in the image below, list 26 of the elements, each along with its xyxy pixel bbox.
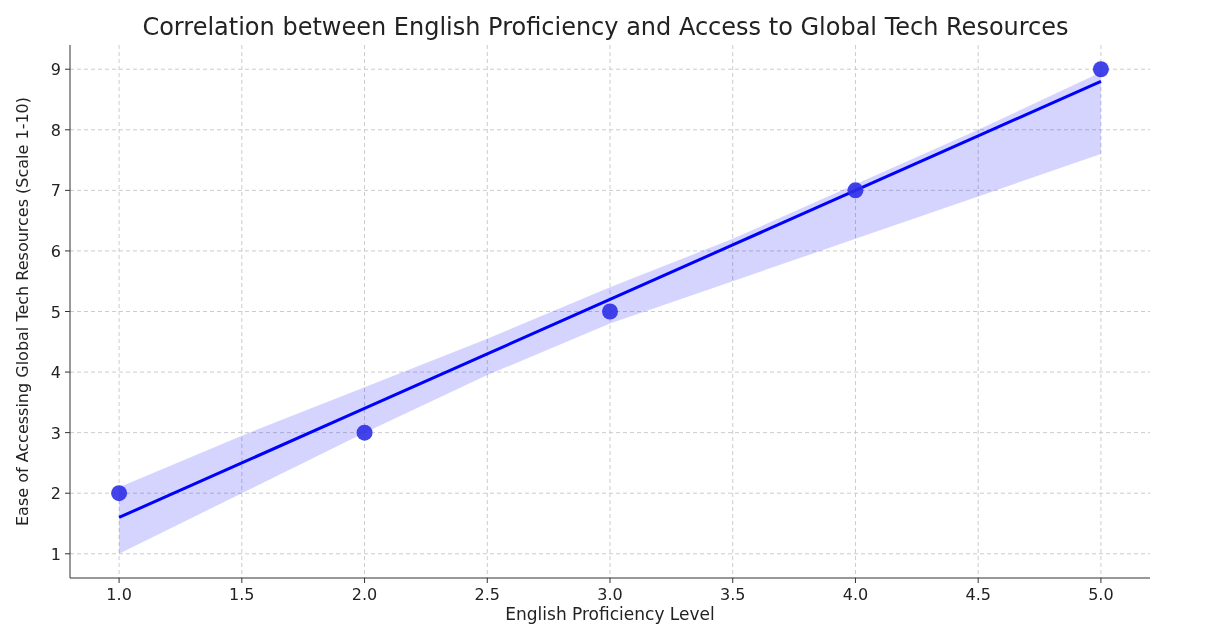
point [1092,61,1109,78]
x-tick-label: 4.5 [965,585,991,604]
y-tick-label: 2 [50,484,61,504]
x-tick-label: 4.0 [842,585,869,604]
y-tick-label: 7 [50,181,61,201]
x-tick-label: 3.0 [597,585,623,604]
point [356,424,373,441]
x-tick-label: 5.0 [1088,585,1114,604]
x-tick-label: 3.5 [720,585,746,604]
y-tick-label: 3 [50,423,61,443]
y-tick-label: 8 [50,120,61,140]
point [602,303,618,320]
y-tick-label: 1 [50,544,61,564]
x-tick-label: 2.0 [351,585,378,604]
x-tick-label: 1.5 [229,585,255,604]
y-tick-label: 5 [50,302,61,322]
y-tick-label: 4 [50,363,61,383]
y-axis-title: Ease of Accessing Global Tech Resources (Scale 1-10) [13,96,32,527]
point [847,182,864,199]
x-tick-label: 2.5 [474,585,500,604]
point [111,485,128,502]
x-axis-title: English Proficiency Level [505,604,715,624]
chart-title: Correlation between English Proficiency and Access to Global Tech Resources [142,13,1069,41]
y-tick-label: 6 [50,241,61,261]
x-tick-label: 1.0 [106,585,132,604]
y-tick-label: 9 [50,60,61,80]
